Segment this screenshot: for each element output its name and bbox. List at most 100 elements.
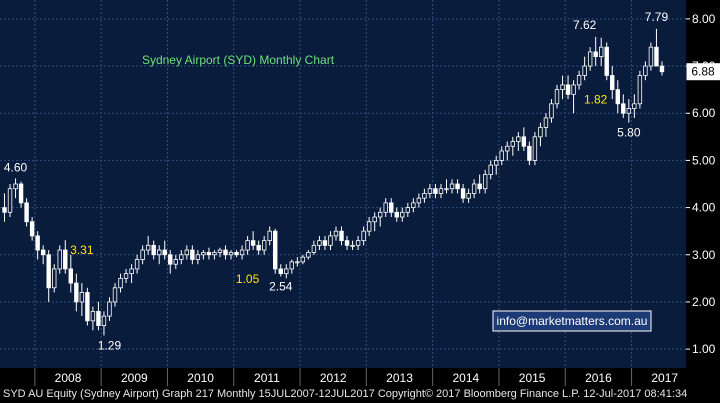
candle (57, 245, 62, 274)
y-tick-label: 5.00 (692, 153, 716, 167)
candle (449, 179, 455, 194)
candle-body (527, 145, 532, 161)
candle-body (422, 193, 427, 199)
candle-body (499, 150, 504, 161)
candle (217, 247, 223, 258)
candle (168, 250, 173, 274)
candle (383, 198, 388, 218)
candle-body (543, 117, 549, 128)
candle-body (648, 46, 654, 67)
candle-body (162, 249, 167, 256)
candle-body (96, 310, 101, 326)
candle (455, 179, 460, 194)
candle (438, 184, 444, 199)
y-tick-label: 4.00 (692, 201, 716, 215)
candle-body (2, 207, 7, 213)
candle (74, 273, 79, 312)
candle-body (7, 188, 13, 213)
candle-body (250, 240, 256, 246)
candle (2, 193, 7, 222)
candle-body (63, 249, 68, 270)
candle (411, 198, 416, 213)
candle-body (400, 211, 405, 218)
candle (223, 245, 228, 260)
x-tick-label: 2014 (452, 371, 479, 385)
candle-body (18, 183, 24, 204)
annotation-label: 2.54 (269, 279, 293, 293)
candle (554, 84, 560, 109)
candle (311, 240, 317, 255)
candle-body (405, 207, 411, 213)
candle-body (223, 249, 228, 256)
candle (317, 235, 322, 251)
candle-body (394, 211, 399, 218)
candle-body (582, 65, 587, 76)
candle-body (289, 261, 294, 270)
candle (543, 113, 549, 137)
candle (654, 28, 659, 67)
candle-body (295, 261, 300, 264)
candle-body (195, 254, 201, 260)
candle (466, 188, 471, 203)
candle (140, 245, 145, 265)
candle-body (57, 249, 62, 270)
candle-body (212, 252, 217, 256)
candle-body (339, 230, 344, 242)
candle (90, 306, 96, 331)
candle-body (494, 160, 499, 166)
candle (7, 184, 13, 218)
candle-body (632, 103, 637, 109)
candle (587, 47, 593, 71)
candle (300, 254, 306, 265)
candle (162, 240, 167, 260)
candle-body (488, 164, 493, 175)
candle-body (333, 230, 339, 237)
annotation-label: 5.80 (617, 126, 641, 140)
candle (510, 136, 515, 156)
candle (63, 240, 68, 274)
candle-body (168, 254, 173, 265)
candle (394, 207, 399, 222)
watermark-border (492, 310, 652, 332)
candle-body (366, 221, 372, 232)
candle-body (273, 230, 278, 270)
candle-body (587, 51, 593, 67)
candle-body (284, 268, 289, 275)
candle (35, 231, 40, 260)
candle (123, 268, 129, 284)
footer-bar: SYD AU Equity (Sydney Airport) Graph 217… (0, 386, 720, 403)
candle-body (52, 268, 57, 289)
candle-body (228, 252, 234, 256)
candle-body (112, 287, 118, 303)
candle-body (565, 84, 571, 95)
candle-body (328, 235, 333, 246)
candle-body (156, 249, 162, 256)
candle (422, 188, 427, 203)
candle (499, 146, 504, 166)
candle-body (626, 108, 632, 114)
candle-body (505, 145, 510, 152)
candle-body (460, 188, 466, 199)
candle-body (361, 230, 366, 242)
candle (267, 226, 272, 246)
candle-body (516, 136, 521, 142)
candle (212, 250, 217, 260)
candle (355, 235, 361, 251)
candle (24, 198, 29, 227)
candle-body (278, 268, 283, 275)
candle (206, 247, 212, 260)
candle (488, 160, 493, 180)
candle-body (311, 244, 317, 253)
candle (195, 250, 201, 265)
candle-body (621, 103, 626, 114)
candle (405, 202, 411, 218)
candle-body (306, 252, 311, 258)
candle (101, 311, 107, 336)
candle-body (532, 136, 538, 161)
candle (228, 250, 234, 260)
candle-body (411, 202, 416, 208)
candle-body (68, 268, 73, 284)
candle (576, 70, 582, 90)
candle-body (24, 202, 29, 223)
candle (389, 198, 394, 218)
